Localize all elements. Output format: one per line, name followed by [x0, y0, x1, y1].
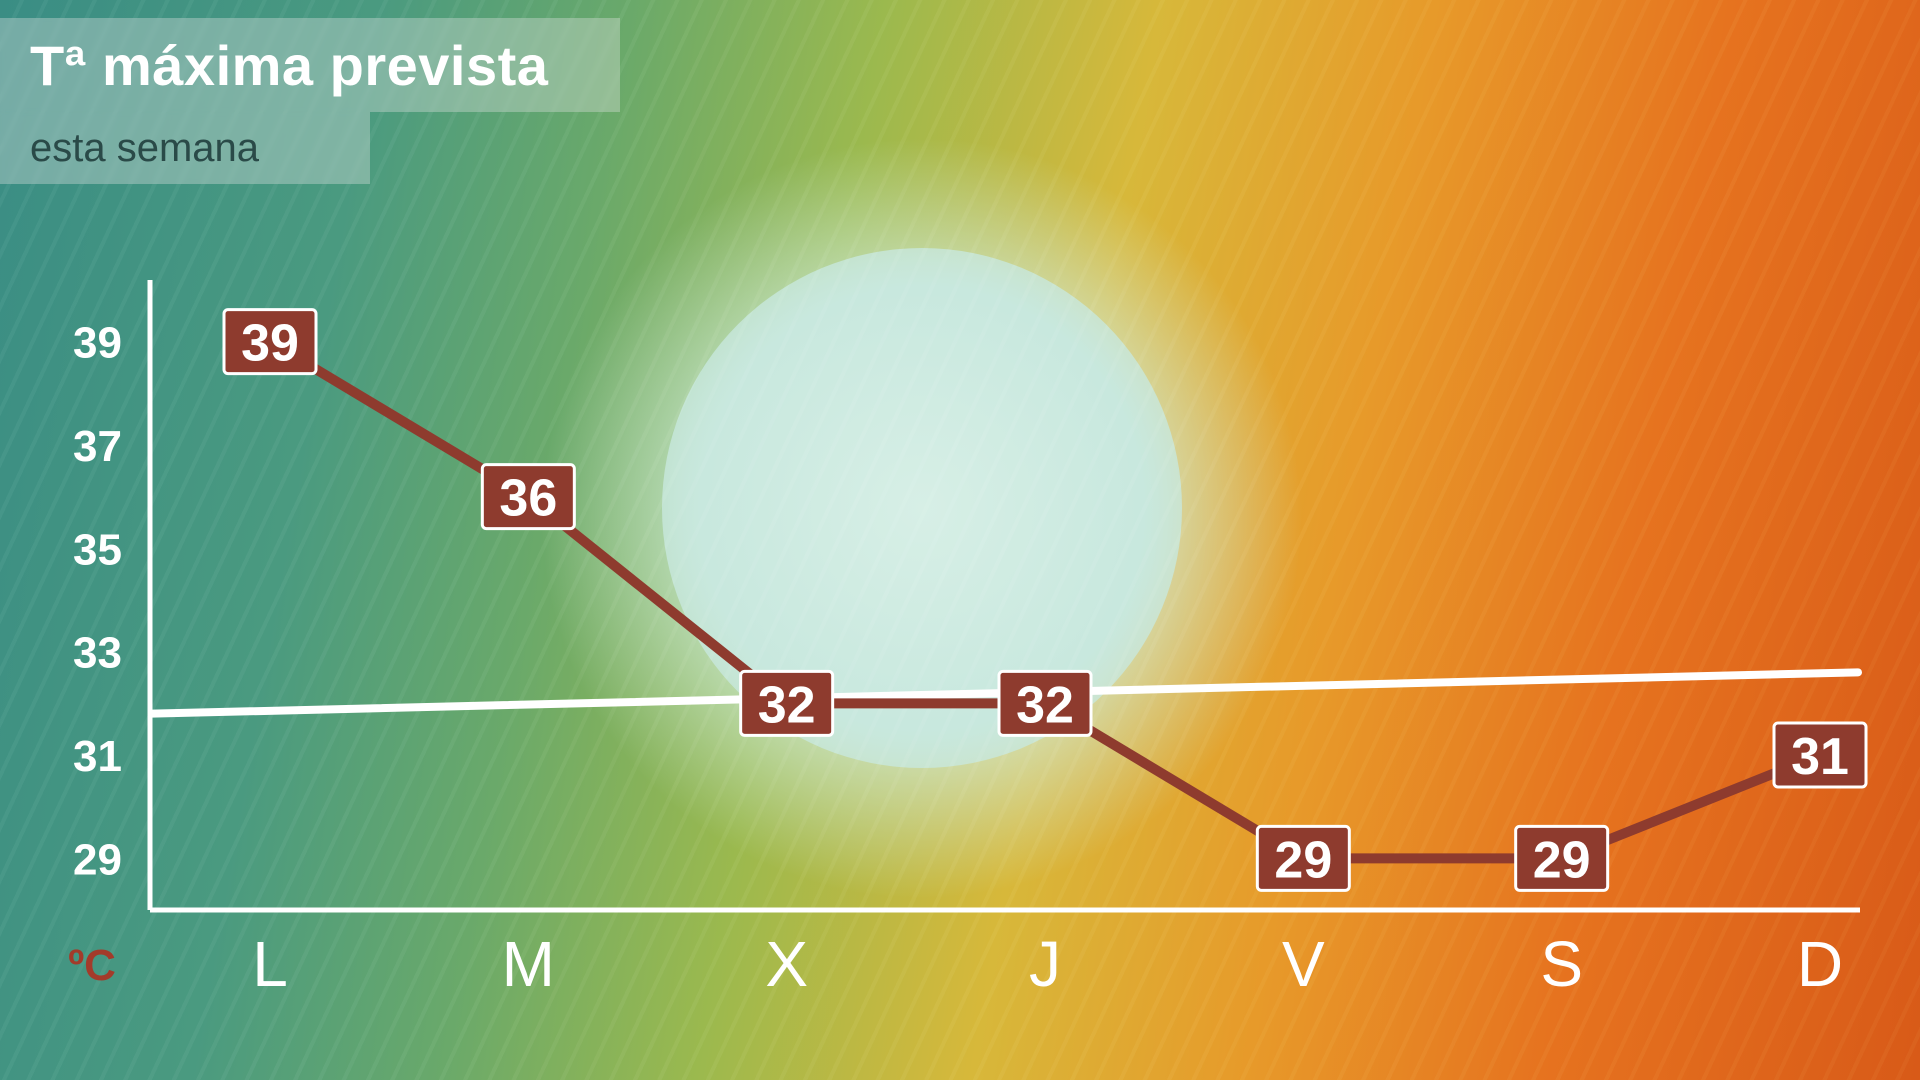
data-point-label: 31 — [1791, 728, 1849, 786]
x-tick-label: V — [1282, 928, 1325, 1000]
data-point-label: 29 — [1274, 831, 1332, 889]
unit-label: ºC — [68, 941, 116, 990]
data-point: 39 — [224, 310, 316, 374]
x-tick-label: X — [765, 928, 808, 1000]
x-tick: M — [502, 928, 555, 1000]
data-point-label: 39 — [241, 315, 299, 373]
y-tick: 33 — [73, 629, 122, 678]
data-point: 32 — [999, 671, 1091, 735]
x-tick-label: J — [1029, 928, 1061, 1000]
y-tick-label: 39 — [73, 319, 122, 368]
data-point: 36 — [482, 465, 574, 529]
y-tick: 37 — [73, 422, 122, 471]
data-point-label: 36 — [499, 470, 557, 528]
data-point: 32 — [741, 671, 833, 735]
data-point: 29 — [1516, 826, 1608, 890]
data-point-label: 29 — [1533, 831, 1591, 889]
x-tick: X — [765, 928, 808, 1000]
x-tick: D — [1797, 928, 1843, 1000]
x-tick-label: S — [1540, 928, 1583, 1000]
y-tick: 31 — [73, 732, 122, 781]
x-tick-label: M — [502, 928, 555, 1000]
y-tick-label: 37 — [73, 422, 122, 471]
x-tick-label: D — [1797, 928, 1843, 1000]
y-tick-label: 35 — [73, 525, 122, 574]
y-tick: 29 — [73, 835, 122, 884]
x-tick: L — [252, 928, 288, 1000]
y-tick: 39 — [73, 319, 122, 368]
x-tick-label: L — [252, 928, 288, 1000]
x-tick: V — [1282, 928, 1325, 1000]
x-tick: J — [1029, 928, 1061, 1000]
y-tick: 35 — [73, 525, 122, 574]
temperature-line-chart: 39 36 32 32 29 29 31 29 31 33 35 37 39 L M X J V S D ºC — [0, 0, 1920, 1080]
data-line — [270, 342, 1820, 859]
x-tick: S — [1540, 928, 1583, 1000]
data-point-label: 32 — [1016, 676, 1074, 734]
y-tick-label: 33 — [73, 629, 122, 678]
y-tick-label: 29 — [73, 835, 122, 884]
data-point: 29 — [1257, 826, 1349, 890]
y-tick-label: 31 — [73, 732, 122, 781]
data-point-label: 32 — [758, 676, 816, 734]
data-point: 31 — [1774, 723, 1866, 787]
